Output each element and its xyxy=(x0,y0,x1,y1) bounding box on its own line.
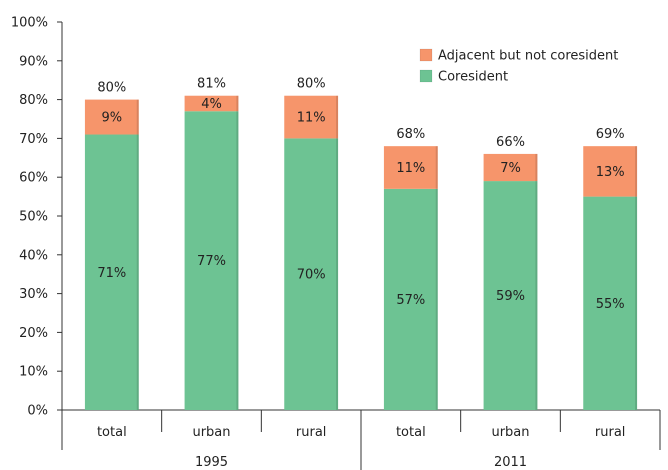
bar-adjacent xyxy=(383,146,438,189)
y-tick-label: 40% xyxy=(19,248,48,263)
x-group-label: 1995 xyxy=(195,455,228,470)
data-labels: 71% 9% 80% 77% 4% 81% 70% 11% 80% 57% 11% 68% 59% 7% 6… xyxy=(97,77,624,312)
legend-swatch xyxy=(419,48,433,62)
adjacent-value-label: 11% xyxy=(297,111,326,126)
bar-coresident xyxy=(184,111,239,411)
legend-swatch xyxy=(419,69,433,83)
bar-adjacent xyxy=(583,146,638,197)
bar-adjacent xyxy=(483,153,538,182)
adjacent-value-label: 4% xyxy=(201,97,222,112)
y-tick-label: 60% xyxy=(19,171,48,186)
bar-coresident xyxy=(383,188,438,410)
bar-adjacent xyxy=(84,99,139,135)
total-value-label: 80% xyxy=(297,77,326,92)
bar-coresident xyxy=(284,138,339,410)
y-tick-label: 20% xyxy=(19,326,48,341)
coresident-value-label: 57% xyxy=(396,293,425,308)
total-value-label: 81% xyxy=(197,77,226,92)
x-category-label: rural xyxy=(595,425,626,440)
y-tick-label: 50% xyxy=(19,210,48,225)
coresident-value-label: 71% xyxy=(97,266,126,281)
y-tick-label: 30% xyxy=(19,287,48,302)
y-tick-label: 70% xyxy=(19,132,48,147)
coresident-value-label: 55% xyxy=(596,297,625,312)
bar-shadow xyxy=(136,99,139,410)
legend-label: Adjacent but not coresident xyxy=(438,49,618,64)
bar-coresident xyxy=(483,181,538,410)
x-category-label: urban xyxy=(491,425,529,440)
x-category-label: total xyxy=(396,425,426,440)
y-tick-label: 90% xyxy=(19,54,48,69)
coresident-value-label: 59% xyxy=(496,289,525,304)
coresident-value-label: 77% xyxy=(197,254,226,269)
bar-coresident xyxy=(583,196,638,410)
bar-shadow xyxy=(635,146,638,410)
y-tick-label: 80% xyxy=(19,93,48,108)
y-tick-label: 0% xyxy=(27,404,48,419)
total-value-label: 68% xyxy=(396,127,425,142)
bar-shadow xyxy=(535,153,538,411)
adjacent-value-label: 13% xyxy=(596,165,625,180)
bar-shadow xyxy=(336,95,339,410)
y-tick-label: 10% xyxy=(19,365,48,380)
adjacent-value-label: 11% xyxy=(396,161,425,176)
x-category-label: urban xyxy=(192,425,230,440)
bar-adjacent xyxy=(184,95,239,112)
adjacent-value-label: 7% xyxy=(500,161,521,176)
adjacent-value-label: 9% xyxy=(102,111,123,126)
legend: Adjacent but not coresident Coresident xyxy=(419,48,618,85)
total-value-label: 69% xyxy=(596,127,625,142)
legend-label: Coresident xyxy=(438,70,508,85)
bar-shadow xyxy=(435,146,438,410)
bar-shadow xyxy=(236,95,239,410)
coresident-value-label: 70% xyxy=(297,268,326,283)
total-value-label: 66% xyxy=(496,135,525,150)
x-group-label: 2011 xyxy=(494,455,527,470)
y-tick-label: 100% xyxy=(11,16,48,31)
bar-adjacent xyxy=(284,95,339,139)
total-value-label: 80% xyxy=(97,81,126,96)
axes: 0% 10% 20% 30% 40% 50% 60% 70% 80% 90% 100% total ur… xyxy=(11,16,661,470)
bars xyxy=(84,95,638,411)
x-category-label: total xyxy=(97,425,127,440)
bar-coresident xyxy=(84,134,139,410)
x-category-label: rural xyxy=(296,425,327,440)
